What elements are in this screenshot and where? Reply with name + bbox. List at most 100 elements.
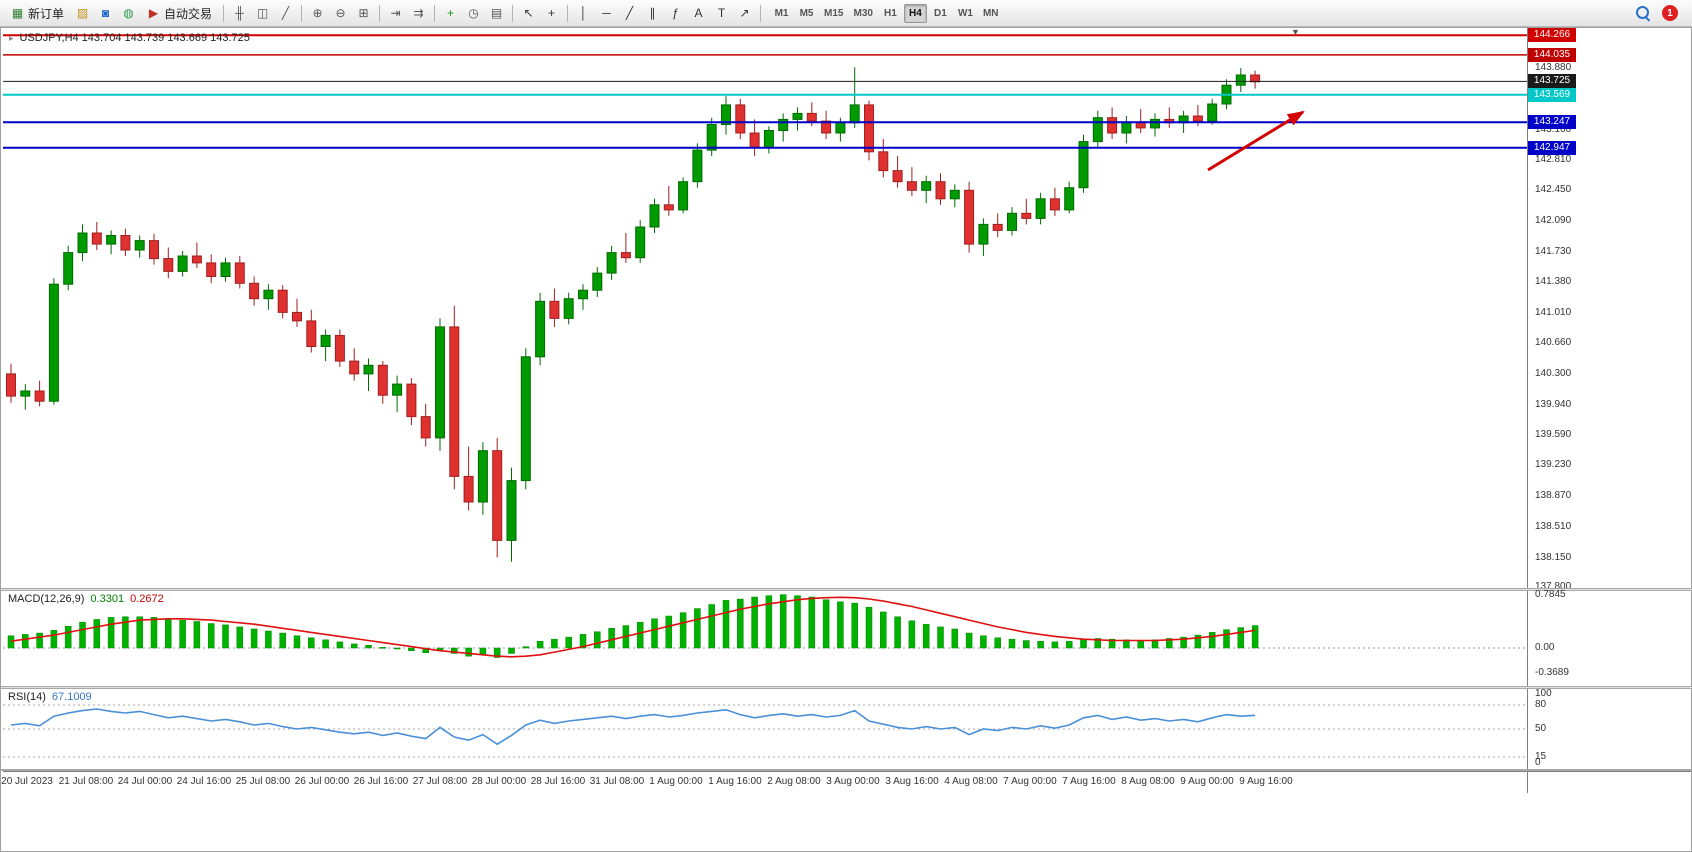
crosshair-button[interactable]: + [541,3,562,24]
macd-axis[interactable]: 0.7845 0.00 -0.3689 [1527,589,1691,686]
new-order-button[interactable]: ▦ 新订单 [5,3,70,24]
bull-candle [1064,187,1075,211]
rsi-line [10,708,1256,746]
time-axis-label: 24 Jul 00:00 [117,776,173,787]
bear-candle [1250,74,1261,83]
macd-histogram-bar [165,618,172,649]
chart-shift-button[interactable]: ⇉ [408,3,429,24]
macd-histogram-bar [7,635,15,649]
rsi-label: RSI(14) 67.1009 [8,691,92,703]
vertical-line-button[interactable]: │ [573,3,594,24]
bull-candle [592,272,603,291]
trendline-button[interactable]: ╱ [619,3,640,24]
macd-histogram-bar [1166,638,1173,649]
indicators-button[interactable]: + [440,3,461,24]
toolbar-separator [760,4,762,22]
bear-candle [163,258,174,272]
panel-divider[interactable] [1,588,1692,591]
bull-candle [563,298,574,319]
macd-histogram-bar [179,619,186,649]
bar-chart-button[interactable]: ╫ [229,3,250,24]
bull-candle [520,356,531,482]
arrows-tool-button[interactable]: ↗ [734,3,755,24]
price-chart[interactable]: ▸ USDJPY,H4 143.704 143.739 143.669 143.… [3,28,1527,588]
price-axis[interactable]: 144.266 144.035 143.725 143.569 143.247 142.9… [1527,28,1691,592]
time-axis-label: 25 Jul 08:00 [235,776,291,787]
channel-button[interactable]: ∥ [642,3,663,24]
strategy-tester-button[interactable]: ◍ [118,3,139,24]
bear-candle [821,120,832,134]
timeframe-m15-button[interactable]: M15 [824,7,844,19]
bear-candle [292,311,302,322]
bull-candle [1121,121,1132,134]
rsi-axis[interactable]: 100 80 50 15 0 [1527,688,1691,769]
cursor-button[interactable]: ↖ [518,3,539,24]
one-click-trading-icon[interactable]: ▸ [9,32,14,43]
zoom-in-button[interactable]: ⊕ [307,3,328,24]
time-axis-label: 7 Aug 16:00 [1062,776,1116,787]
text-label-button[interactable]: T [711,3,732,24]
charts-toggle-button[interactable]: ▨ [72,3,93,24]
timeframe-m30-button[interactable]: M30 [853,7,873,19]
bear-candle [449,326,460,477]
profiles-icon: ◙ [101,6,110,20]
timeframe-mn-button[interactable]: MN [982,7,999,19]
panel-divider[interactable] [1,769,1692,771]
panel-divider[interactable] [1,686,1692,689]
macd-histogram-bar [937,626,944,649]
line-chart-button[interactable]: ╱ [275,3,296,24]
bull-candle [134,240,145,251]
rsi-canvas[interactable] [3,689,1527,769]
rsi-panel[interactable]: RSI(14) 67.1009 [3,689,1527,769]
macd-histogram-bar [107,617,115,649]
macd-histogram-bar [36,632,43,649]
chart-canvas[interactable] [3,28,1527,588]
macd-histogram-bar [308,637,315,649]
timeframe-d1-button[interactable]: D1 [934,7,947,19]
macd-histogram-bar [1251,625,1259,649]
candlestick-chart-button[interactable]: ◫ [252,3,273,24]
search-icon[interactable] [1636,6,1650,20]
macd-histogram-bar [894,616,901,649]
bull-candle [535,300,546,358]
time-axis-label: 28 Jul 00:00 [471,776,527,787]
time-axis-label: 3 Aug 00:00 [826,776,880,787]
price-axis-label: 137.800 [1535,581,1572,593]
macd-histogram-bar [50,630,58,649]
bear-candle [334,334,345,362]
bear-candle [377,364,388,396]
chart-window: ▸ USDJPY,H4 143.704 143.739 143.669 143.… [0,27,1692,852]
macd-histogram-bar [1023,640,1030,649]
timeframe-m1-button[interactable]: M1 [774,7,789,19]
tester-icon: ◍ [123,6,134,20]
timeframe-m5-button[interactable]: M5 [799,7,814,19]
price-axis-label: 138.510 [1535,520,1572,532]
horizontal-line-button[interactable]: ─ [596,3,617,24]
chart-shift-marker[interactable]: ▼ [1291,28,1300,37]
auto-trading-button[interactable]: ▶ 自动交易 [141,3,218,24]
timeframe-h1-button[interactable]: H1 [884,7,897,19]
bull-candle [1235,74,1246,86]
tile-windows-button[interactable]: ⊞ [353,3,374,24]
fibonacci-button[interactable]: ƒ [665,3,686,24]
bull-candle [606,252,617,274]
macd-panel[interactable]: MACD(12,26,9) 0.3301 0.2672 [3,591,1527,686]
macd-histogram-bar [951,628,959,649]
macd-histogram-bar [908,620,916,649]
zoom-out-button[interactable]: ⊖ [330,3,351,24]
time-axis[interactable]: 20 Jul 2023 21 Jul 08:00 24 Jul 00:00 24 Ju… [1,771,1527,793]
text-button[interactable]: A [688,3,709,24]
timeframe-h4-button[interactable]: H4 [903,3,927,23]
macd-histogram-bar [594,631,601,649]
bull-candle [721,104,731,126]
templates-button[interactable]: ▤ [486,3,507,24]
auto-scroll-button[interactable]: ⇥ [385,3,406,24]
notification-badge[interactable]: 1 [1662,5,1678,21]
timeframe-w1-button[interactable]: W1 [957,7,973,19]
periods-button[interactable]: ◷ [463,3,484,24]
profiles-button[interactable]: ◙ [95,3,116,24]
bull-candle [835,122,846,134]
arrow-annotation[interactable] [1207,110,1304,172]
macd-canvas[interactable] [3,591,1527,686]
